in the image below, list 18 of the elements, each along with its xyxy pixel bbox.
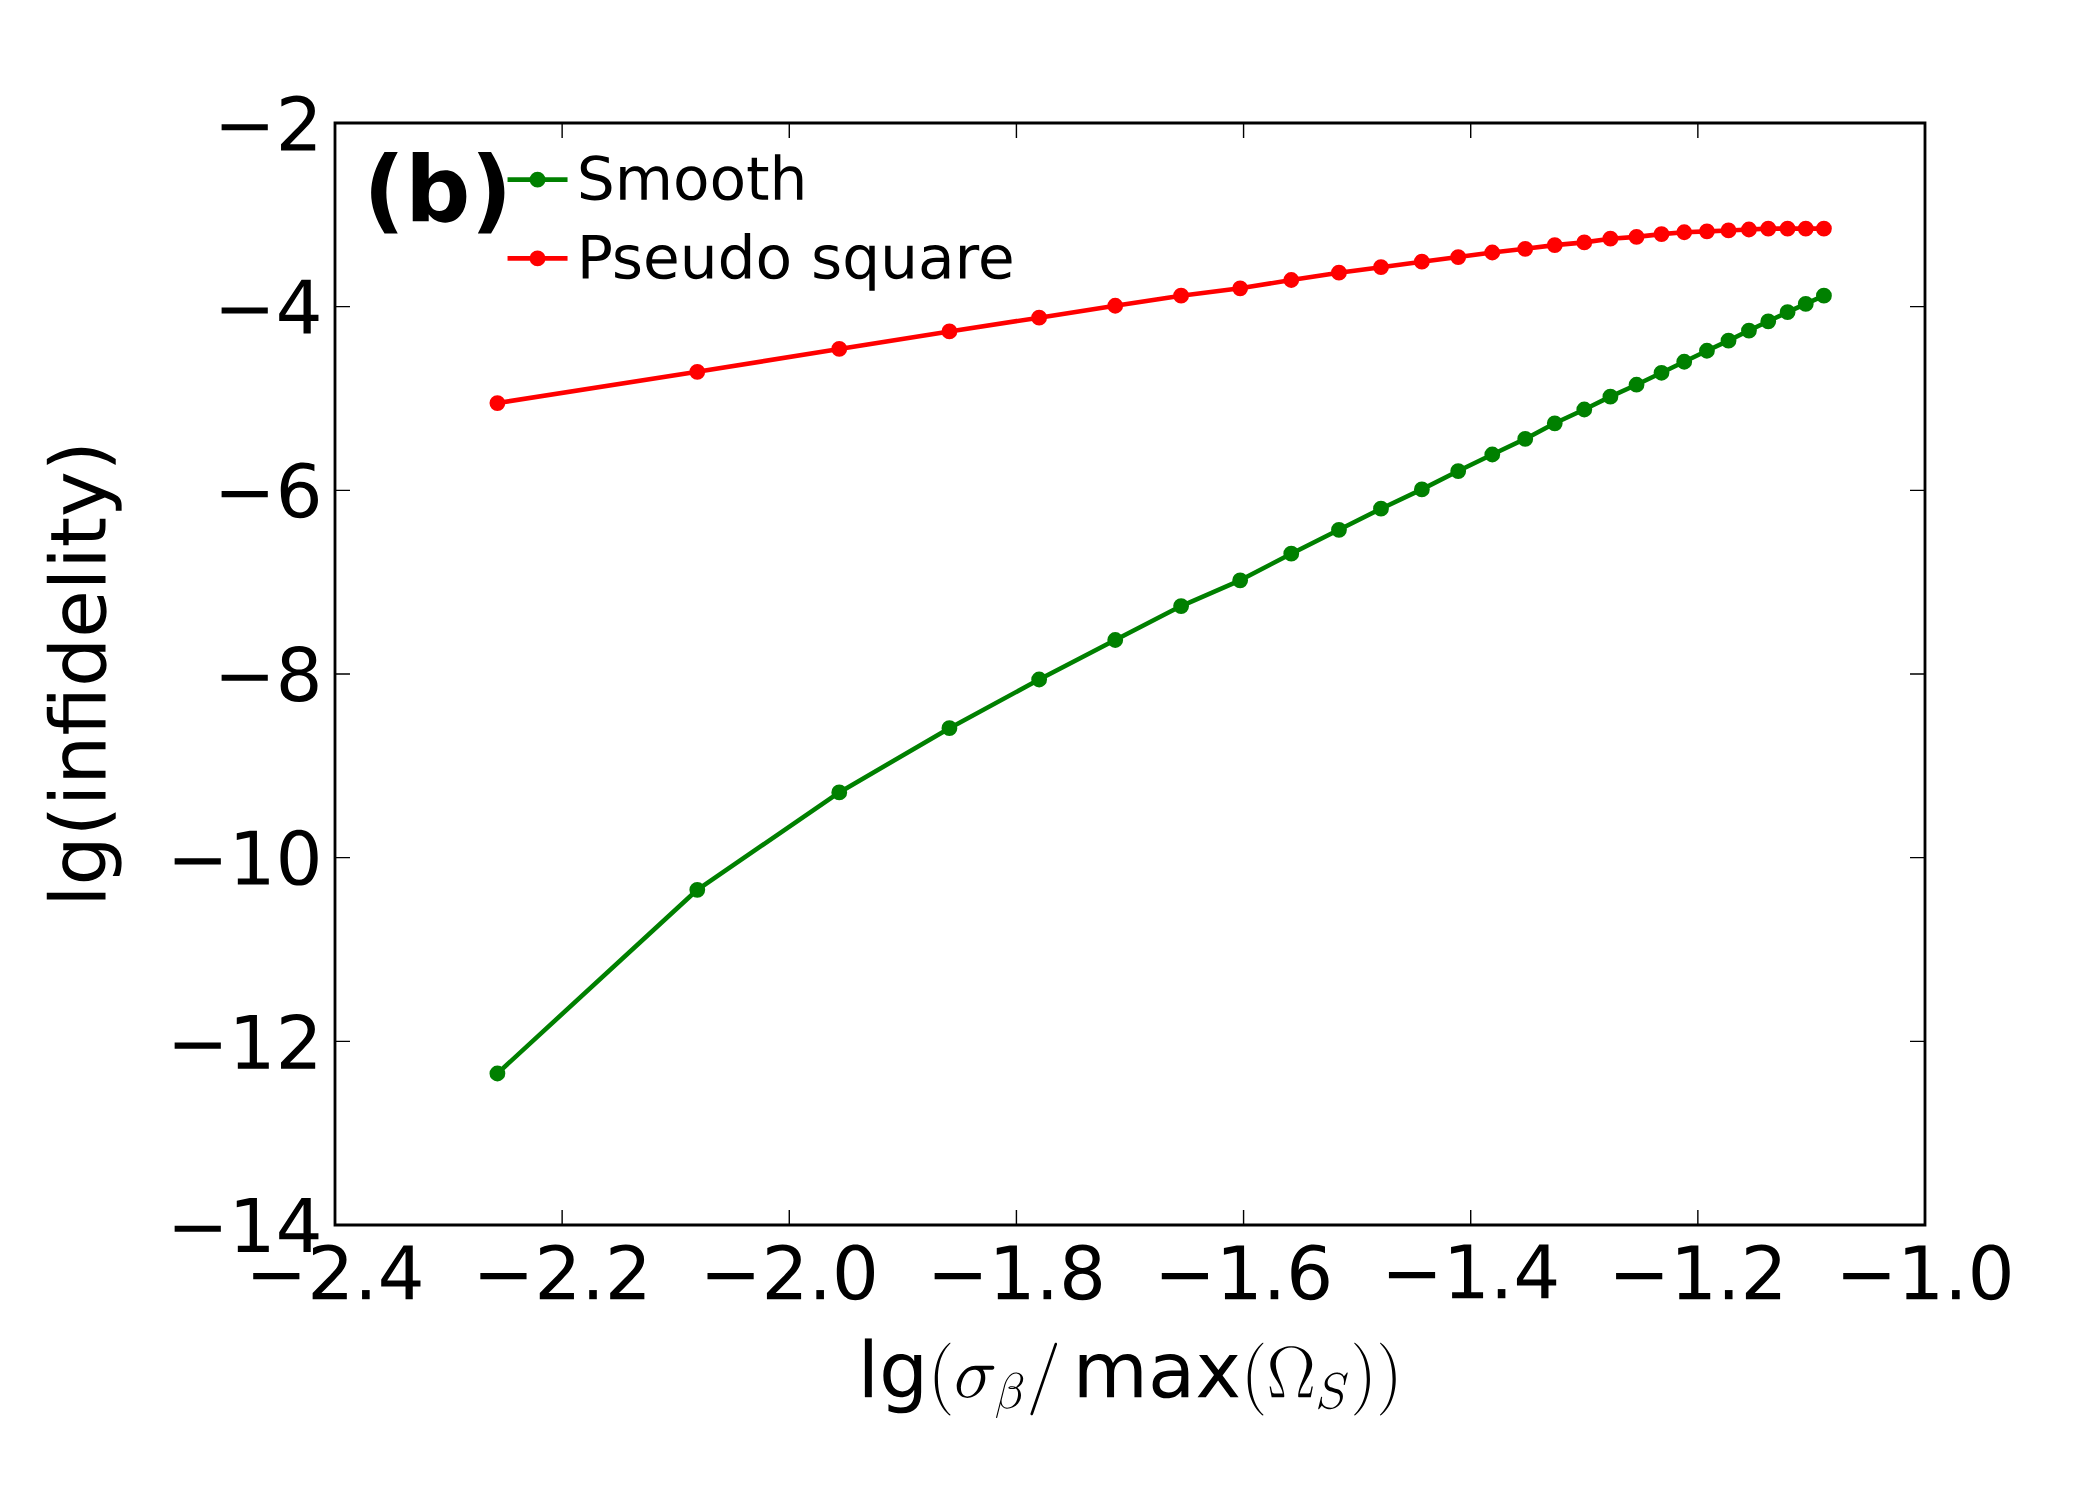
x-tick-label: −2.2 bbox=[480, 1244, 645, 1300]
y-tick-label: −12 bbox=[174, 1013, 316, 1069]
y-tick-label: −8 bbox=[221, 646, 318, 702]
x-tick-label: −1.8 bbox=[934, 1244, 1101, 1301]
x-axis-title: $\lg(\sigma_\beta/\max(\Omega_S))$ bbox=[864, 1338, 1396, 1418]
y-tick-label: −4 bbox=[221, 279, 319, 334]
legend-label: Smooth bbox=[580, 154, 803, 201]
legend-label: Pseudo square bbox=[582, 233, 1012, 291]
x-tick-label: −1.4 bbox=[1388, 1244, 1557, 1299]
x-tick-label: −1.2 bbox=[1616, 1244, 1781, 1300]
x-tick-label: −2.0 bbox=[707, 1244, 874, 1301]
y-axis-title: lg(infidelity) bbox=[46, 447, 122, 900]
x-tick-label: −1.0 bbox=[1843, 1244, 2010, 1301]
y-tick-label: −2 bbox=[221, 95, 316, 151]
y-tick-label: −10 bbox=[174, 829, 318, 886]
annotation: (b) bbox=[371, 151, 505, 234]
y-tick-label: −6 bbox=[221, 462, 318, 519]
x-tick-label: −1.6 bbox=[1161, 1244, 1329, 1301]
